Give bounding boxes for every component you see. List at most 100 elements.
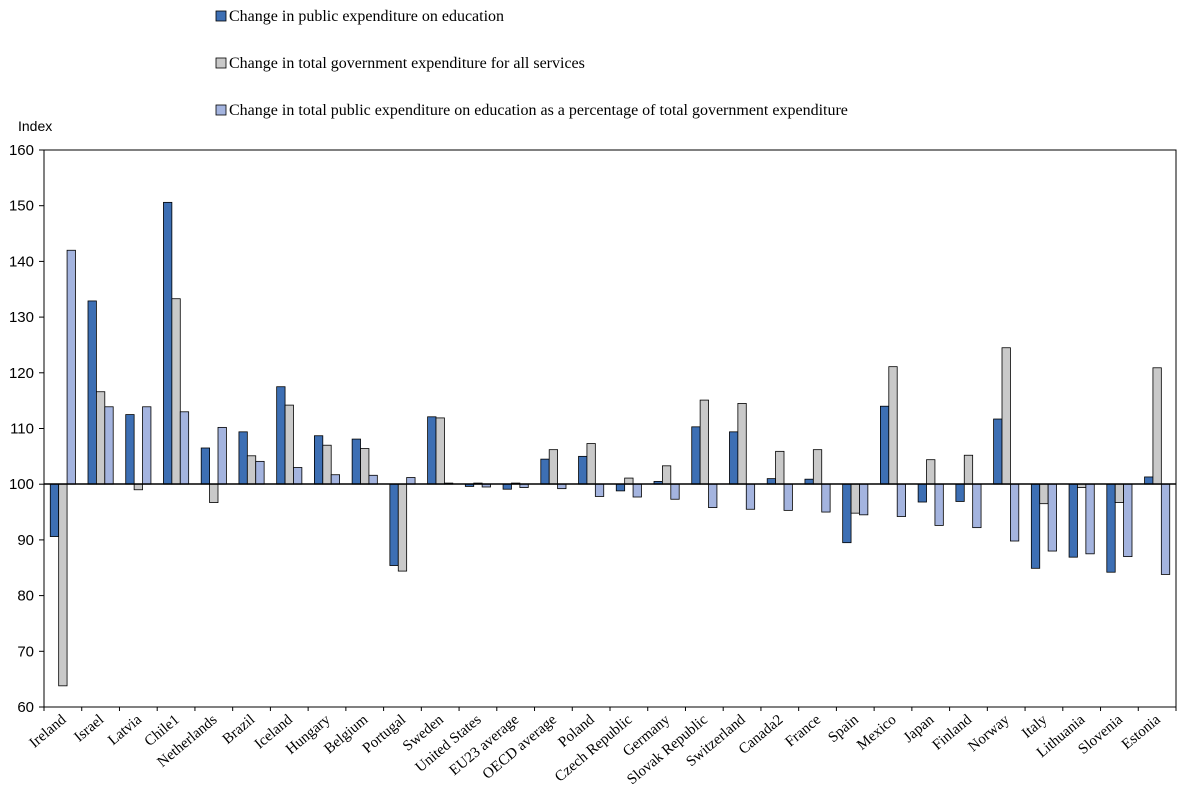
bar-france-series-2 [812,449,823,485]
bar-canada2-series-3 [783,483,793,511]
y-axis-unit-label: Index [18,118,52,134]
bar-slovak-republic-series-2 [699,399,709,485]
bar-poland-series-1 [578,455,588,485]
bar-hungary-series-3 [330,474,341,485]
bar-portugal-series-3 [406,477,416,485]
bar-japan-series-3 [934,483,944,526]
bar-finland-series-1 [955,483,965,502]
bar-netherlands-series-2 [209,483,219,503]
y-tick-label-140: 140 [9,253,34,270]
bar-sweden-series-2 [435,417,445,485]
bar-sweden-series-1 [427,416,437,485]
bar-norway-series-3 [1010,483,1020,542]
x-tick-label-estonia: Estonia [1119,712,1164,753]
legend-label-1: Change in public expenditure on educatio… [229,8,504,25]
bar-norway-series-1 [993,418,1003,485]
bar-iceland-series-2 [284,404,294,485]
bar-italy-series-1 [1030,483,1041,569]
bar-israel-series-3 [104,406,114,485]
bar-slovenia-series-3 [1123,483,1133,558]
bar-belgium-series-2 [360,448,370,485]
bar-japan-series-2 [926,459,936,485]
bar-italy-series-3 [1047,483,1057,552]
y-tick-label-100: 100 [9,476,34,493]
bar-finland-series-3 [972,483,982,529]
bar-brazil-series-3 [255,460,265,485]
y-tick-label-130: 130 [9,309,34,326]
bars [49,201,1171,687]
bar-mexico-series-2 [888,366,898,485]
x-tick-label-portugal: Portugal [360,712,409,757]
y-axis: 60 70 80 90 100 110 120 130 140 150 160 [9,142,44,716]
bar-slovak-republic-series-3 [708,483,718,508]
bar-switzerland-series-1 [729,431,739,485]
x-tick-label-mexico: Mexico [854,712,899,754]
x-tick-label-latvia: Latvia [105,712,145,749]
bar-latvia-series-3 [142,406,152,485]
bar-oecd-average-series-1 [540,458,550,485]
bar-israel-series-2 [96,391,106,485]
bar-lithuania-series-1 [1068,483,1078,558]
x-tick-label-norway: Norway [965,711,1013,755]
bar-estonia-series-3 [1160,483,1171,575]
legend-swatch-1 [215,10,227,22]
bar-ireland-series-1 [49,483,60,537]
bar-netherlands-series-1 [200,447,210,485]
y-tick-label-70: 70 [17,643,34,660]
x-tick-label-israel: Israel [71,712,107,746]
y-tick-label-120: 120 [9,365,34,382]
x-tick-label-italy: Italy [1019,711,1051,741]
bar-poland-series-2 [586,443,596,485]
bar-germany-series-2 [662,465,672,485]
bar-latvia-series-2 [133,483,143,491]
bar-mexico-series-1 [880,405,890,485]
bar-chile1-series-1 [163,201,173,485]
x-tick-label-france: France [783,712,825,751]
bar-estonia-series-2 [1152,367,1162,485]
y-tick-label-160: 160 [9,142,34,159]
bar-estonia-series-1 [1144,476,1154,485]
bar-brazil-series-1 [238,431,248,485]
bar-spain-series-1 [842,483,852,544]
legend-swatch-3 [215,104,227,116]
bar-eu23-average-series-1 [502,483,512,490]
legend-label-2: Change in total government expenditure f… [229,55,585,72]
bar-spain-series-2 [850,483,860,514]
bar-hungary-series-2 [322,444,332,485]
y-tick-label-110: 110 [10,421,34,438]
bar-switzerland-series-3 [745,483,756,510]
bar-czech-republic-series-1 [615,483,626,492]
bar-italy-series-2 [1039,483,1049,505]
bar-ireland-series-3 [66,249,76,485]
bar-chile1-series-3 [179,411,190,485]
bar-slovenia-series-1 [1106,483,1116,573]
y-tick-label-90: 90 [17,532,34,549]
bar-canada2-series-2 [775,450,785,485]
bar-japan-series-1 [917,483,927,503]
bar-belgium-series-1 [351,438,361,485]
legend-swatch-2 [215,57,227,69]
bar-hungary-series-1 [313,435,324,485]
bar-portugal-series-1 [389,483,399,566]
bar-norway-series-2 [1001,347,1011,485]
y-tick-label-150: 150 [9,198,34,215]
bar-israel-series-1 [87,300,97,485]
bar-czech-republic-series-3 [632,483,642,498]
bar-finland-series-2 [963,454,974,485]
bar-switzerland-series-2 [737,403,747,485]
bar-latvia-series-1 [125,414,135,485]
bar-belgium-series-3 [368,474,378,485]
bar-iceland-series-1 [276,386,286,485]
bar-slovak-republic-series-1 [691,426,701,485]
x-tick-label-ireland: Ireland [27,711,70,751]
bar-france-series-3 [821,483,831,513]
bar-netherlands-series-3 [217,426,227,485]
bar-iceland-series-3 [293,467,303,485]
bar-ireland-series-2 [58,483,68,687]
y-tick-label-80: 80 [17,588,34,605]
bar-poland-series-3 [594,483,605,497]
bar-spain-series-3 [859,483,869,516]
bar-lithuania-series-3 [1085,483,1095,555]
